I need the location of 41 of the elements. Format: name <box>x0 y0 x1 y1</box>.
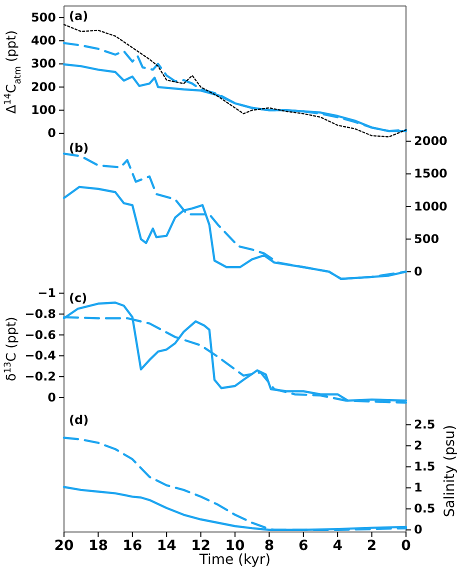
y2-axis-title: Salinity (psu) <box>442 424 458 518</box>
x-tick-label: 12 <box>191 538 211 554</box>
y2-tick-label: 1 <box>414 480 422 495</box>
y-tick-label: 0 <box>48 126 56 140</box>
y-tick-label: −0.6 <box>24 328 56 342</box>
x-tick-label: 4 <box>332 538 343 554</box>
x-tick-label: 2 <box>366 538 377 554</box>
y2-tick-label: 1000 <box>414 199 448 214</box>
y-tick-label: 500 <box>30 10 56 24</box>
y-tick-label: −0.4 <box>24 348 56 363</box>
y2-tick-label: 2.5 <box>414 418 436 432</box>
x-tick-label: 16 <box>122 538 142 554</box>
line-series <box>63 24 407 138</box>
x-tick-label: 18 <box>88 538 108 554</box>
annotation: (d) <box>69 413 89 427</box>
y2-tick-label: 0 <box>414 522 422 537</box>
x-tick-label: 0 <box>401 538 412 554</box>
x-tick-label: 20 <box>54 538 74 554</box>
x-axis-title: Time (kyr) <box>198 552 271 567</box>
y2-tick-label: 1.5 <box>414 460 436 474</box>
x-tick-label: 14 <box>156 538 177 554</box>
y2-tick-label: 2000 <box>414 134 448 148</box>
y-tick-label: 100 <box>30 103 56 118</box>
x-tick-label: 6 <box>298 538 308 554</box>
annotation: (b) <box>69 141 89 155</box>
y-tick-label: −1 <box>38 286 56 300</box>
y-tick-label: −0.8 <box>24 306 56 321</box>
y2-tick-label: 0 <box>414 264 422 279</box>
y-tick-label: 300 <box>30 56 56 71</box>
y-tick-label: −0.2 <box>24 369 56 384</box>
x-tick-label: 8 <box>264 538 274 554</box>
y2-tick-label: 2 <box>414 438 422 453</box>
y2-tick-label: 500 <box>414 232 440 246</box>
y-tick-label: 400 <box>30 34 56 48</box>
x-tick-label: 10 <box>225 538 245 554</box>
y-tick-label: 0 <box>48 390 56 404</box>
annotation: (a) <box>69 9 88 23</box>
y2-tick-label: 1500 <box>414 166 448 181</box>
annotation: (c) <box>69 291 88 305</box>
y-tick-label: 200 <box>30 80 56 94</box>
y2-tick-label: 0.5 <box>414 502 436 516</box>
